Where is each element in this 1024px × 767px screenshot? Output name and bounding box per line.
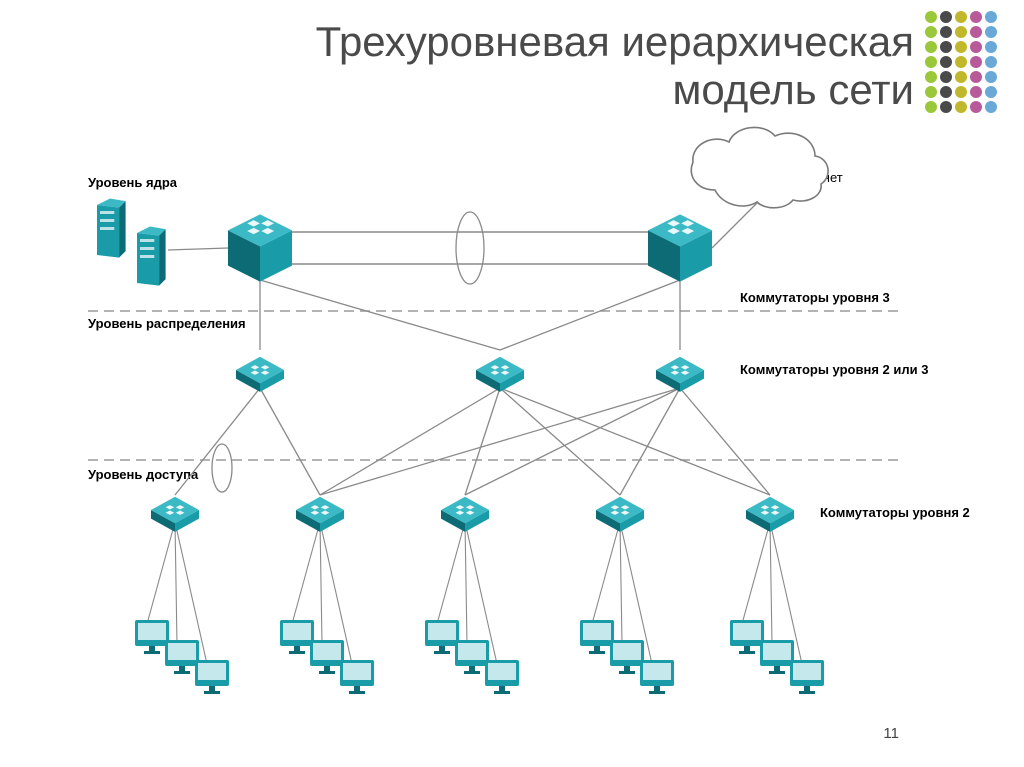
label-l2-switches: Коммутаторы уровня 2	[820, 505, 970, 520]
title-line-1: Трехуровневая иерархическая	[316, 18, 914, 65]
label-internet: Интернет	[786, 170, 843, 185]
label-dist-layer: Уровень распределения	[88, 316, 246, 331]
label-access-layer: Уровень доступа	[88, 467, 198, 482]
page-title: Трехуровневая иерархическая модель сети	[130, 18, 914, 115]
dot-grid-decoration	[919, 5, 1019, 115]
page-number: 11	[883, 725, 899, 742]
label-l3-switches: Коммутаторы уровня 3	[740, 290, 890, 305]
network-diagram	[0, 0, 1024, 767]
title-line-2: модель сети	[673, 66, 915, 113]
label-core-layer: Уровень ядра	[88, 175, 177, 190]
label-l23-switches: Коммутаторы уровня 2 или 3	[740, 362, 928, 377]
